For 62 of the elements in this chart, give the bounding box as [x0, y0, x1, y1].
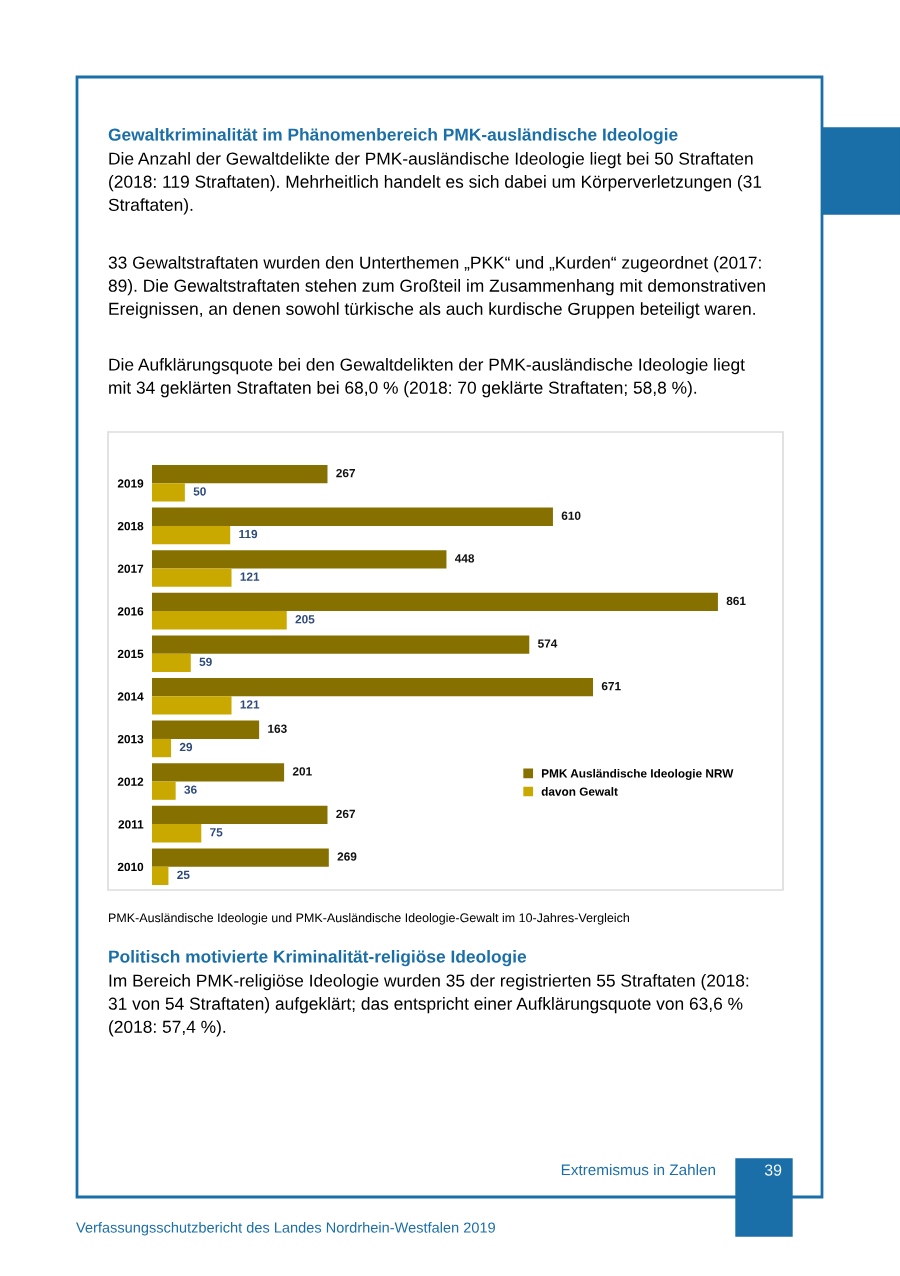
- legend-label: davon Gewalt: [541, 787, 618, 796]
- data-label: 163: [268, 724, 287, 733]
- data-label: 59: [199, 657, 212, 667]
- bar: [152, 866, 169, 886]
- text: PMK-Ausländische Ideologie und PMK-Ausländische Ideologie-Gewalt im 10-Jahres-Vergleich: [109, 913, 629, 925]
- text: Die Aufklärungsquote bei den Gewaltdelikten der PMK-ausländische Ideologie liegt mit 34 geklärten Straftaten bei 68,0 % (2018: 70 geklärte Straftaten; 58,8 %).: [109, 358, 745, 398]
- y-tick-label: 2019: [117, 479, 144, 488]
- data-label: 671: [601, 681, 621, 691]
- text: 33 Gewaltstraftaten wurden den Unterthemen „PKK“ und „Kurden“ zugeordnet (2017: 89). Die Gewaltstraftaten stehen zum Großteil im Zusammenhang mit demonstrativen Ereignissen, an denen sowohl türkische als auch kurdische Gruppen beteiligt waren.: [108, 256, 765, 319]
- data-label: 121: [240, 572, 260, 581]
- data-label: 119: [239, 529, 258, 539]
- bar: [152, 568, 232, 587]
- data-label: 267: [336, 809, 356, 819]
- bar: [152, 677, 594, 697]
- bar: [152, 550, 447, 569]
- bar: [152, 635, 530, 654]
- bar: [152, 848, 329, 867]
- text: Die Anzahl der Gewaltdelikte der PMK-ausländische Ideologie liegt bei 50 Straftaten (2018: 119 Straftaten). Mehrheitlich handelt es sich dabei um Körperverletzungen (31 Straftaten).: [108, 152, 762, 215]
- data-label: 75: [210, 828, 223, 837]
- data-label: 610: [561, 511, 581, 520]
- bar: [152, 781, 176, 800]
- chart-title: Gewaltkriminalität im Phänomenbereich PMK-ausländische Ideologie: [108, 128, 678, 145]
- data-label: 36: [184, 785, 197, 794]
- bar: [152, 763, 285, 782]
- data-label: 205: [295, 615, 315, 624]
- y-tick-label: 2016: [117, 607, 144, 616]
- text: Extremismus in Zahlen: [561, 1164, 716, 1176]
- legend-label: PMK Ausländische Ideologie NRW: [541, 768, 734, 780]
- y-tick-label: 2017: [117, 564, 144, 573]
- bar: [152, 507, 553, 526]
- y-tick-label: 2018: [117, 521, 144, 531]
- text: Im Bereich PMK-religiöse Ideologie wurden 35 der registrierten 55 Straftaten (2018: 31 von 54 Straftaten) aufgeklärt; das entspricht einer Aufklärungsquote von 63,6 % (2018: 57,4 %).: [108, 974, 749, 1037]
- bar: [152, 805, 328, 825]
- bar: [152, 720, 260, 739]
- bar: [152, 824, 202, 843]
- y-tick-label: 2013: [117, 734, 144, 744]
- y-tick-label: 2014: [117, 692, 144, 701]
- bar: [152, 464, 328, 484]
- data-label: 25: [177, 870, 190, 880]
- data-label: 448: [454, 554, 475, 563]
- bar: [152, 738, 172, 758]
- data-label: 201: [292, 767, 312, 776]
- data-label: 269: [337, 852, 357, 861]
- bar: [152, 483, 185, 502]
- data-label: 574: [537, 639, 558, 648]
- bar: [152, 611, 287, 630]
- data-label: 29: [179, 742, 193, 752]
- y-tick-label: 2011: [118, 820, 144, 829]
- y-tick-label: 2012: [117, 777, 144, 786]
- text: Politisch motivierte Kriminalität-religiöse Ideologie: [109, 950, 527, 967]
- bar: [152, 592, 718, 612]
- data-label: 121: [240, 700, 260, 709]
- bar: [152, 525, 231, 545]
- text: Verfassungsschutzbericht des Landes Nordrhein-Westfalen 2019: [76, 1222, 495, 1236]
- data-label: 267: [336, 468, 356, 478]
- data-label: 50: [193, 487, 206, 496]
- bar: [152, 653, 191, 673]
- y-tick-label: 2015: [117, 649, 144, 659]
- data-label: 861: [726, 596, 746, 606]
- bar: [152, 696, 232, 715]
- y-tick-label: 2010: [117, 862, 144, 872]
- text: 39: [764, 1164, 782, 1176]
